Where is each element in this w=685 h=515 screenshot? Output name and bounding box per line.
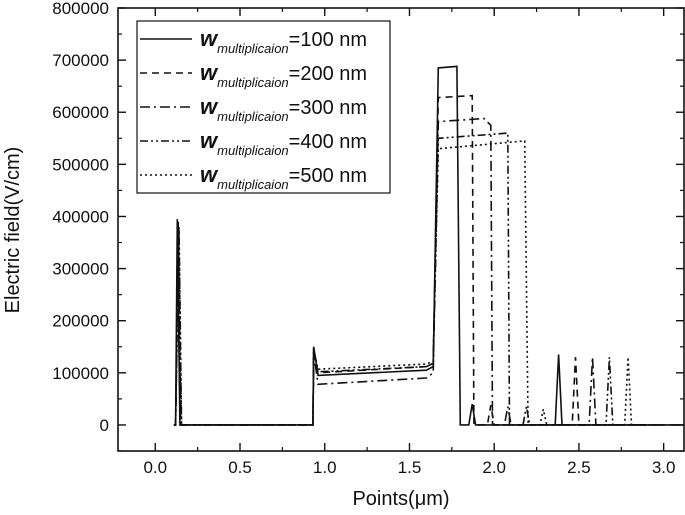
y-tick-label: 100000: [52, 364, 109, 383]
x-tick-label: 1.0: [313, 458, 337, 477]
y-tick-label: 200000: [52, 312, 109, 331]
x-tick-label: 1.5: [398, 458, 422, 477]
x-tick-label: 2.5: [567, 458, 591, 477]
y-tick-label: 800000: [52, 0, 109, 18]
y-tick-label: 0: [100, 416, 109, 435]
x-tick-label: 2.0: [482, 458, 506, 477]
y-tick-label: 600000: [52, 103, 109, 122]
y-tick-label: 500000: [52, 155, 109, 174]
y-tick-label: 700000: [52, 51, 109, 70]
x-axis-label: Points(μm): [352, 488, 449, 510]
series-layer: [173, 65, 684, 426]
x-tick-label: 0.0: [143, 458, 167, 477]
legend-entry: wmultiplicaion=300 nm: [200, 94, 367, 124]
x-tick-label: 3.0: [652, 458, 676, 477]
legend-entry: wmultiplicaion=200 nm: [200, 60, 367, 90]
legend: wmultiplicaion=100 nm wmultiplicaion=200 …: [136, 20, 391, 194]
tick-layer: 0.0 0.5 1.0 1.5 2.0 2.5 3.0 0 100000 200000 300000…: [52, 0, 684, 477]
legend-entry: wmultiplicaion=400 nm: [200, 128, 367, 158]
series-line-5: [173, 140, 647, 426]
x-tick-label: 0.5: [228, 458, 252, 477]
y-tick-label: 400000: [52, 207, 109, 226]
legend-entry: wmultiplicaion=100 nm: [200, 26, 367, 56]
y-tick-label: 300000: [52, 260, 109, 279]
y-axis-label: Electric field(V/cm): [2, 147, 24, 314]
legend-entry: wmultiplicaion=500 nm: [200, 162, 367, 192]
legend-box: [136, 20, 391, 194]
plot-frame: [117, 7, 685, 452]
